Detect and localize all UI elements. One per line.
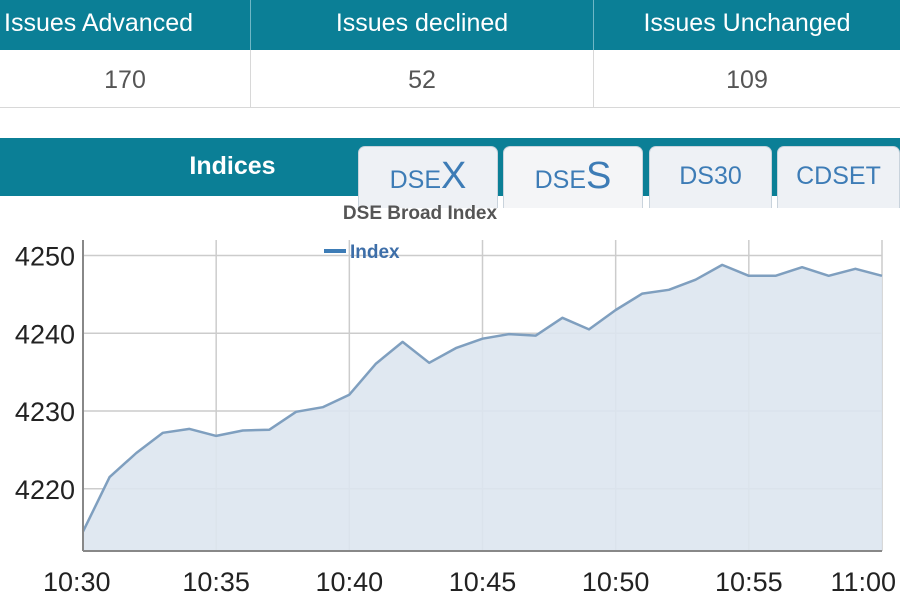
- index-area-fill: [83, 264, 882, 551]
- x-tick-label: 11:00: [830, 567, 896, 597]
- y-tick-label: 4220: [15, 475, 75, 505]
- issues-advanced-header: Issues Advanced: [0, 0, 251, 50]
- tab-ds30[interactable]: DS30: [649, 146, 772, 208]
- tab-dsex-suffix: X: [441, 155, 467, 197]
- y-tick-label: 4230: [15, 397, 75, 427]
- issues-unchanged-header: Issues Unchanged: [643, 9, 851, 37]
- tab-ds30-label: DS30: [679, 162, 742, 190]
- issues-declined-header: Issues declined: [251, 0, 594, 50]
- tab-dses-suffix: S: [586, 155, 612, 197]
- y-tick-label: 4250: [15, 242, 75, 272]
- issues-advanced-value: 170: [0, 50, 251, 107]
- index-line: [81, 263, 883, 533]
- chart-title: DSE Broad Index: [343, 203, 498, 224]
- tab-cdset[interactable]: CDSET: [777, 146, 900, 208]
- tab-cdset-label: CDSET: [796, 162, 881, 190]
- x-tick-label: 10:30: [43, 567, 111, 597]
- issues-declined-value: 52: [251, 50, 594, 107]
- market-stats-table: Issues Advanced Issues declined Issues U…: [0, 0, 900, 108]
- indices-tab-bar: Indices DSEX DSES DS30 CDSET: [0, 136, 900, 208]
- y-tick-labels: 4220 4230 4240 4250: [15, 242, 75, 505]
- stats-value-row: 170 52 109: [0, 50, 900, 108]
- tab-dses[interactable]: DSES: [503, 146, 643, 208]
- tab-dsex-label: DSE: [389, 166, 442, 194]
- tab-dsex[interactable]: DSEX: [358, 146, 498, 208]
- stats-header-row: Issues Advanced Issues declined Issues U…: [0, 0, 900, 50]
- x-tick-label: 10:35: [182, 567, 250, 597]
- issues-unchanged-value: 109: [726, 66, 768, 94]
- legend-index-label: Index: [350, 242, 400, 263]
- x-tick-label: 10:50: [582, 567, 650, 597]
- x-tick-labels: 10:30 10:35 10:40 10:45 10:50 10:55 11:00: [43, 567, 896, 597]
- y-tick-label: 4240: [15, 319, 75, 349]
- x-tick-label: 10:45: [449, 567, 517, 597]
- x-tick-label: 10:55: [715, 567, 783, 597]
- indices-title: Indices: [189, 152, 276, 180]
- chart-legend[interactable]: Index: [324, 242, 400, 263]
- x-tick-label: 10:40: [316, 567, 384, 597]
- tab-dses-label: DSE: [534, 166, 587, 194]
